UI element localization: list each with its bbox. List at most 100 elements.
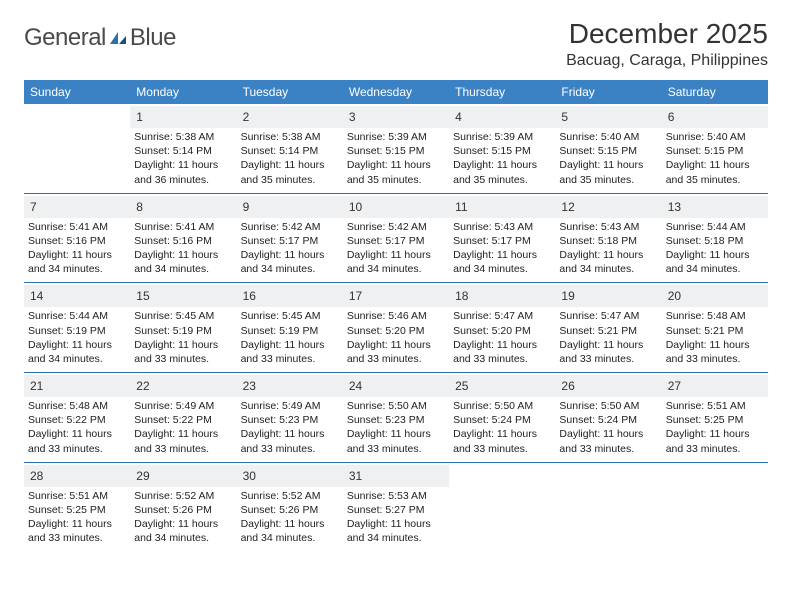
sunset-text: Sunset: 5:19 PM bbox=[28, 324, 126, 338]
daylight-text: Daylight: 11 hours and 33 minutes. bbox=[666, 338, 764, 366]
daylight-text: Daylight: 11 hours and 34 minutes. bbox=[28, 248, 126, 276]
day-number: 23 bbox=[243, 379, 256, 393]
day-cell bbox=[555, 463, 661, 552]
day-number-row: 8 bbox=[130, 196, 236, 218]
day-info: Sunrise: 5:39 AMSunset: 5:15 PMDaylight:… bbox=[453, 130, 551, 187]
sunset-text: Sunset: 5:26 PM bbox=[134, 503, 232, 517]
daylight-text: Daylight: 11 hours and 34 minutes. bbox=[453, 248, 551, 276]
day-number-row: 12 bbox=[555, 196, 661, 218]
day-cell: 6Sunrise: 5:40 AMSunset: 5:15 PMDaylight… bbox=[662, 104, 768, 193]
day-cell: 18Sunrise: 5:47 AMSunset: 5:20 PMDayligh… bbox=[449, 283, 555, 372]
day-cell: 19Sunrise: 5:47 AMSunset: 5:21 PMDayligh… bbox=[555, 283, 661, 372]
day-number-row bbox=[449, 465, 555, 469]
sunset-text: Sunset: 5:25 PM bbox=[666, 413, 764, 427]
day-number: 24 bbox=[349, 379, 362, 393]
day-cell: 15Sunrise: 5:45 AMSunset: 5:19 PMDayligh… bbox=[130, 283, 236, 372]
sunrise-text: Sunrise: 5:50 AM bbox=[347, 399, 445, 413]
sunrise-text: Sunrise: 5:40 AM bbox=[559, 130, 657, 144]
weekday-header: Thursday bbox=[449, 80, 555, 104]
day-info: Sunrise: 5:45 AMSunset: 5:19 PMDaylight:… bbox=[134, 309, 232, 366]
month-title: December 2025 bbox=[566, 18, 768, 50]
day-info: Sunrise: 5:38 AMSunset: 5:14 PMDaylight:… bbox=[241, 130, 339, 187]
day-info: Sunrise: 5:49 AMSunset: 5:22 PMDaylight:… bbox=[134, 399, 232, 456]
daylight-text: Daylight: 11 hours and 33 minutes. bbox=[666, 427, 764, 455]
sunrise-text: Sunrise: 5:51 AM bbox=[28, 489, 126, 503]
day-cell: 2Sunrise: 5:38 AMSunset: 5:14 PMDaylight… bbox=[237, 104, 343, 193]
sunset-text: Sunset: 5:18 PM bbox=[559, 234, 657, 248]
day-cell: 8 Sunrise: 5:41 AMSunset: 5:16 PMDaylight… bbox=[130, 194, 236, 283]
daylight-text: Daylight: 11 hours and 33 minutes. bbox=[347, 338, 445, 366]
day-number-row: 18 bbox=[449, 285, 555, 307]
logo-word2: Blue bbox=[130, 24, 176, 52]
day-info: Sunrise: 5:48 AMSunset: 5:21 PMDaylight:… bbox=[666, 309, 764, 366]
daylight-text: Daylight: 11 hours and 34 minutes. bbox=[347, 517, 445, 545]
sunrise-text: Sunrise: 5:39 AM bbox=[453, 130, 551, 144]
day-number-row: 27 bbox=[662, 375, 768, 397]
day-cell: 26Sunrise: 5:50 AMSunset: 5:24 PMDayligh… bbox=[555, 373, 661, 462]
day-cell: 21Sunrise: 5:48 AMSunset: 5:22 PMDayligh… bbox=[24, 373, 130, 462]
day-number-row: 20 bbox=[662, 285, 768, 307]
day-number-row: 15 bbox=[130, 285, 236, 307]
daylight-text: Daylight: 11 hours and 33 minutes. bbox=[347, 427, 445, 455]
day-cell: 27Sunrise: 5:51 AMSunset: 5:25 PMDayligh… bbox=[662, 373, 768, 462]
day-number-row: 21 bbox=[24, 375, 130, 397]
daylight-text: Daylight: 11 hours and 35 minutes. bbox=[347, 158, 445, 186]
day-number: 4 bbox=[455, 110, 462, 124]
day-number-row bbox=[24, 106, 130, 110]
weekday-header: Friday bbox=[555, 80, 661, 104]
sunset-text: Sunset: 5:21 PM bbox=[559, 324, 657, 338]
day-cell: 24 Sunrise: 5:50 AMSunset: 5:23 PMDayligh… bbox=[343, 373, 449, 462]
sunset-text: Sunset: 5:19 PM bbox=[241, 324, 339, 338]
day-number: 28 bbox=[30, 469, 43, 483]
day-cell: 3Sunrise: 5:39 AMSunset: 5:15 PMDaylight… bbox=[343, 104, 449, 193]
daylight-text: Daylight: 11 hours and 35 minutes. bbox=[453, 158, 551, 186]
day-number: 21 bbox=[30, 379, 43, 393]
day-number-row: 11 bbox=[449, 196, 555, 218]
day-info: Sunrise: 5:47 AMSunset: 5:20 PMDaylight:… bbox=[453, 309, 551, 366]
day-info: Sunrise: 5:45 AMSunset: 5:19 PMDaylight:… bbox=[241, 309, 339, 366]
sunset-text: Sunset: 5:20 PM bbox=[347, 324, 445, 338]
sunrise-text: Sunrise: 5:50 AM bbox=[559, 399, 657, 413]
day-info: Sunrise: 5:42 AMSunset: 5:17 PMDaylight:… bbox=[241, 220, 339, 277]
sunrise-text: Sunrise: 5:53 AM bbox=[347, 489, 445, 503]
daylight-text: Daylight: 11 hours and 34 minutes. bbox=[134, 517, 232, 545]
sunset-text: Sunset: 5:22 PM bbox=[134, 413, 232, 427]
daylight-text: Daylight: 11 hours and 34 minutes. bbox=[241, 248, 339, 276]
daylight-text: Daylight: 11 hours and 33 minutes. bbox=[453, 338, 551, 366]
day-info: Sunrise: 5:43 AMSunset: 5:18 PMDaylight:… bbox=[559, 220, 657, 277]
sunset-text: Sunset: 5:17 PM bbox=[453, 234, 551, 248]
day-number-row: 30 bbox=[237, 465, 343, 487]
sunrise-text: Sunrise: 5:47 AM bbox=[559, 309, 657, 323]
day-info: Sunrise: 5:50 AMSunset: 5:23 PMDaylight:… bbox=[347, 399, 445, 456]
weekday-header-row: SundayMondayTuesdayWednesdayThursdayFrid… bbox=[24, 80, 768, 104]
day-cell: 31Sunrise: 5:53 AMSunset: 5:27 PMDayligh… bbox=[343, 463, 449, 552]
day-number-row: 7 bbox=[24, 196, 130, 218]
daylight-text: Daylight: 11 hours and 33 minutes. bbox=[28, 427, 126, 455]
day-number-row: 2 bbox=[237, 106, 343, 128]
sunrise-text: Sunrise: 5:40 AM bbox=[666, 130, 764, 144]
daylight-text: Daylight: 11 hours and 34 minutes. bbox=[241, 517, 339, 545]
day-cell: 9Sunrise: 5:42 AMSunset: 5:17 PMDaylight… bbox=[237, 194, 343, 283]
sunset-text: Sunset: 5:20 PM bbox=[453, 324, 551, 338]
day-number: 26 bbox=[561, 379, 574, 393]
day-number-row: 28 bbox=[24, 465, 130, 487]
day-info: Sunrise: 5:50 AMSunset: 5:24 PMDaylight:… bbox=[453, 399, 551, 456]
week-row: 1Sunrise: 5:38 AMSunset: 5:14 PMDaylight… bbox=[24, 104, 768, 194]
sunrise-text: Sunrise: 5:42 AM bbox=[241, 220, 339, 234]
daylight-text: Daylight: 11 hours and 34 minutes. bbox=[347, 248, 445, 276]
logo: General Blue bbox=[24, 24, 176, 52]
day-info: Sunrise: 5:41 AMSunset: 5:16 PMDaylight:… bbox=[134, 220, 232, 277]
sunrise-text: Sunrise: 5:49 AM bbox=[134, 399, 232, 413]
day-number: 8 bbox=[136, 200, 143, 214]
week-row: 21Sunrise: 5:48 AMSunset: 5:22 PMDayligh… bbox=[24, 373, 768, 463]
sunset-text: Sunset: 5:15 PM bbox=[347, 144, 445, 158]
daylight-text: Daylight: 11 hours and 36 minutes. bbox=[134, 158, 232, 186]
sunrise-text: Sunrise: 5:50 AM bbox=[453, 399, 551, 413]
day-number-row: 17 bbox=[343, 285, 449, 307]
calendar: SundayMondayTuesdayWednesdayThursdayFrid… bbox=[24, 80, 768, 551]
day-number: 25 bbox=[455, 379, 468, 393]
week-row: 14Sunrise: 5:44 AMSunset: 5:19 PMDayligh… bbox=[24, 283, 768, 373]
sunrise-text: Sunrise: 5:45 AM bbox=[134, 309, 232, 323]
sunset-text: Sunset: 5:21 PM bbox=[666, 324, 764, 338]
day-info: Sunrise: 5:47 AMSunset: 5:21 PMDaylight:… bbox=[559, 309, 657, 366]
